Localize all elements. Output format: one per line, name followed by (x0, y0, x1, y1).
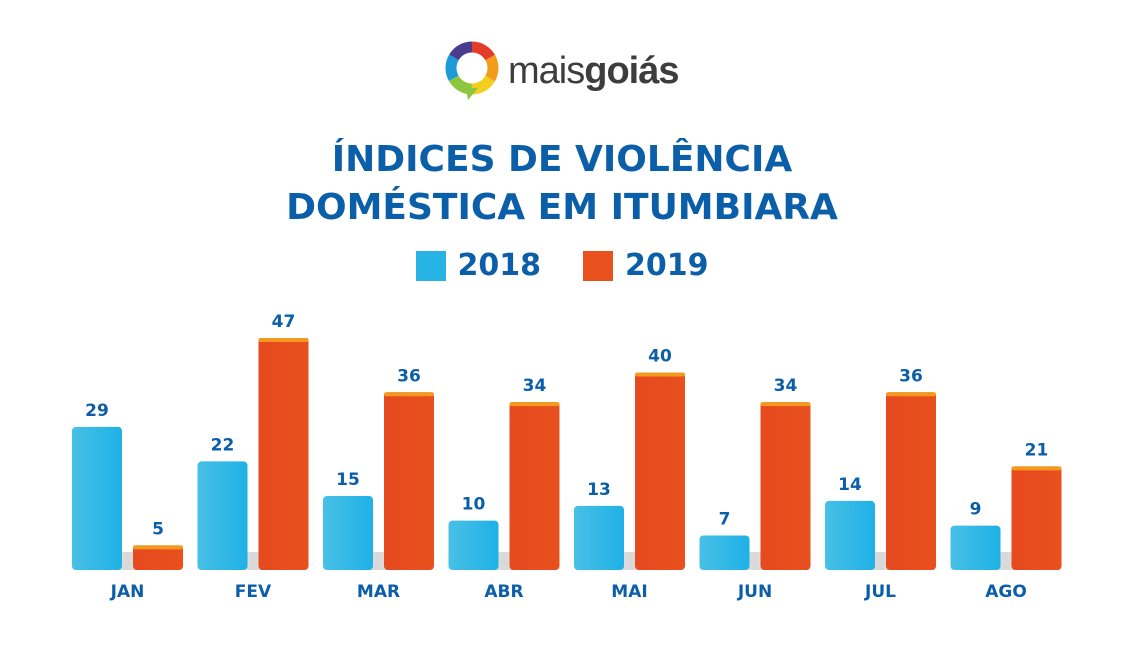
data-label: 15 (336, 470, 360, 490)
data-label: 7 (719, 509, 731, 529)
x-tick-label: AGO (985, 582, 1027, 602)
legend-label: 2018 (457, 248, 542, 283)
bar-2019-ago (1011, 466, 1062, 570)
data-label: 22 (211, 435, 235, 455)
bar-top-highlight (384, 392, 434, 397)
bar-2019-jan (133, 545, 183, 570)
data-label: 13 (587, 480, 611, 500)
data-label: 21 (1025, 440, 1049, 460)
x-tick-label: FEV (235, 582, 272, 602)
bar-top-highlight (509, 402, 560, 407)
x-tick-label: JAN (110, 582, 145, 602)
bar-top-highlight (133, 545, 183, 550)
x-tick-label: JUN (737, 582, 772, 602)
bar-top-highlight (1011, 466, 1062, 471)
legend-item-2019: 2019 (583, 248, 709, 283)
legend-swatch (583, 250, 613, 281)
bar-2019-jun (760, 402, 811, 570)
bar-2019-jul (886, 392, 936, 570)
bar-top-highlight (886, 392, 936, 397)
data-label: 29 (85, 401, 109, 421)
x-tick-label: JUL (864, 582, 896, 602)
data-label: 36 (397, 366, 421, 386)
bar-2019-abr (509, 402, 560, 570)
data-label: 47 (272, 312, 296, 332)
data-label: 5 (152, 519, 164, 539)
logo-wordmark: maisgoiás (508, 49, 679, 92)
bar-2019-mar (384, 392, 434, 570)
x-tick-label: MAR (357, 582, 400, 602)
bar-2018-mai (574, 505, 624, 570)
bar-2018-ago (950, 525, 1001, 570)
bar-top-highlight (760, 402, 811, 407)
legend: 2018 2019 (0, 248, 1124, 283)
data-label: 36 (899, 366, 923, 386)
legend-label: 2019 (625, 248, 709, 283)
bar-2018-abr (448, 520, 499, 570)
logo: maisgoiás (444, 40, 679, 102)
bar-top-highlight (258, 338, 309, 342)
data-label: 34 (523, 376, 547, 396)
bar-2018-mar (323, 495, 373, 570)
chart-title-line: DOMÉSTICA EM ITUMBIARA (286, 187, 838, 228)
x-tick-label: ABR (484, 582, 523, 602)
bar-top-highlight (635, 372, 685, 377)
legend-swatch (415, 250, 446, 281)
legend-item-2018: 2018 (415, 248, 542, 283)
chart-title-line: ÍNDICES DE VIOLÊNCIA (331, 139, 793, 180)
bar-2019-fev (258, 338, 309, 570)
data-label: 9 (970, 500, 982, 520)
chart-title: ÍNDICES DE VIOLÊNCIA DOMÉSTICA EM ITUMBI… (0, 136, 1124, 232)
data-label: 14 (838, 475, 862, 495)
data-label: 40 (648, 347, 672, 367)
data-label: 34 (774, 376, 798, 396)
bar-2018-jul (825, 500, 875, 570)
x-tick-label: MAI (611, 582, 647, 602)
data-label: 10 (462, 495, 486, 515)
bar-2018-jan (72, 426, 122, 570)
bar-2019-mai (635, 372, 685, 570)
speech-ring-logo-icon (445, 41, 499, 100)
bar-2018-fev (197, 461, 248, 570)
bar-2018-jun (699, 535, 750, 570)
